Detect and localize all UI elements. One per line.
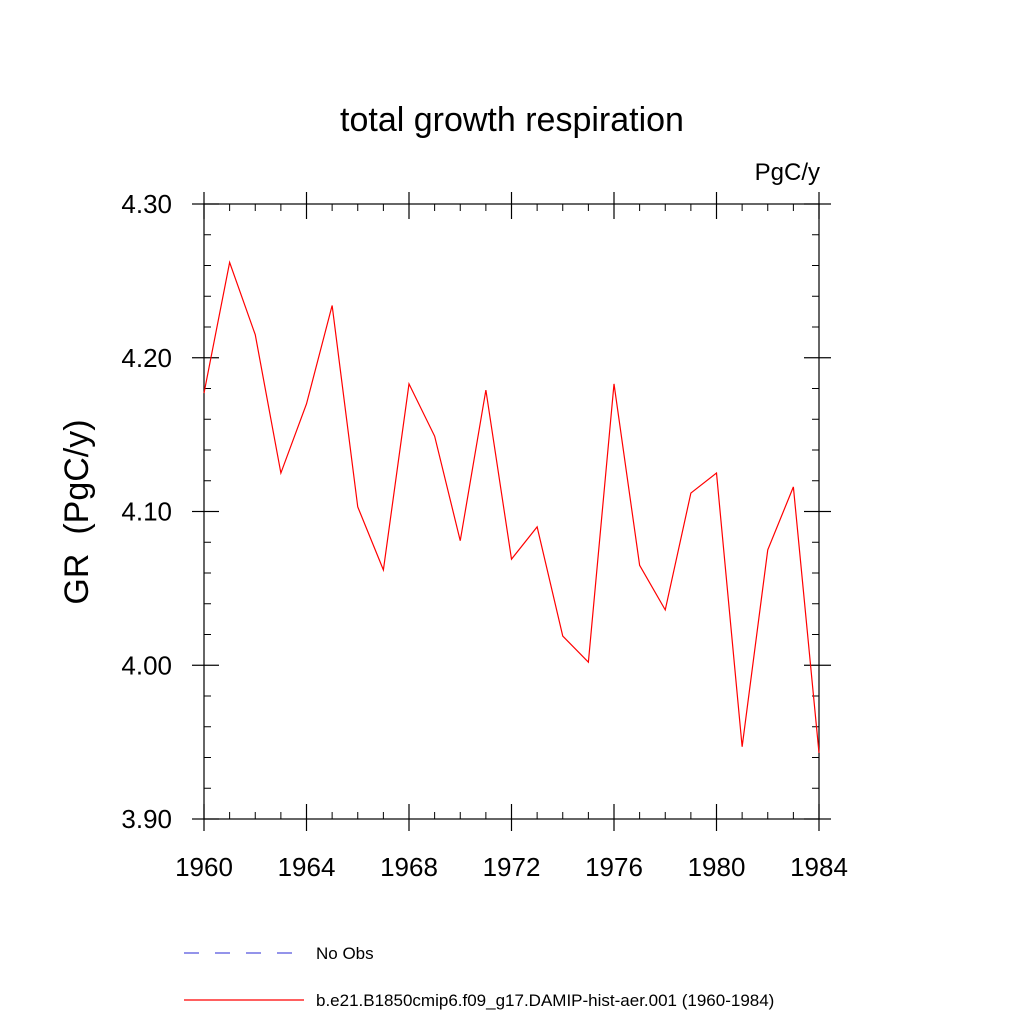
x-tick-label: 1960 <box>175 852 233 882</box>
x-tick-label: 1968 <box>380 852 438 882</box>
legend-label: No Obs <box>316 944 374 963</box>
units-label: PgC/y <box>755 159 820 186</box>
legend: No Obs b.e21.B1850cmip6.f09_g17.DAMIP-his… <box>184 944 774 1010</box>
ticks-group: 1960 1964 1968 1972 1976 1980 1984 3.90 4.00 4.10… <box>121 189 848 882</box>
y-tick-label: 3.90 <box>121 804 172 834</box>
x-tick-label: 1976 <box>585 852 643 882</box>
y-tick-label: 4.00 <box>121 650 172 680</box>
series-layer <box>203 260 820 753</box>
y-tick-label: 4.30 <box>121 189 172 219</box>
y-tick-label: 4.20 <box>121 343 172 373</box>
x-tick-label: 1980 <box>688 852 746 882</box>
x-tick-label: 1972 <box>483 852 541 882</box>
legend-label: b.e21.B1850cmip6.f09_g17.DAMIP-hist-aer.… <box>316 991 774 1010</box>
plot-frame <box>203 203 820 820</box>
series-line <box>203 260 820 753</box>
y-axis-label: GR (PgC/y) <box>58 419 96 604</box>
chart-title: total growth respiration <box>340 101 684 139</box>
x-tick-label: 1984 <box>790 852 848 882</box>
x-tick-label: 1964 <box>278 852 336 882</box>
y-tick-label: 4.10 <box>121 497 172 527</box>
